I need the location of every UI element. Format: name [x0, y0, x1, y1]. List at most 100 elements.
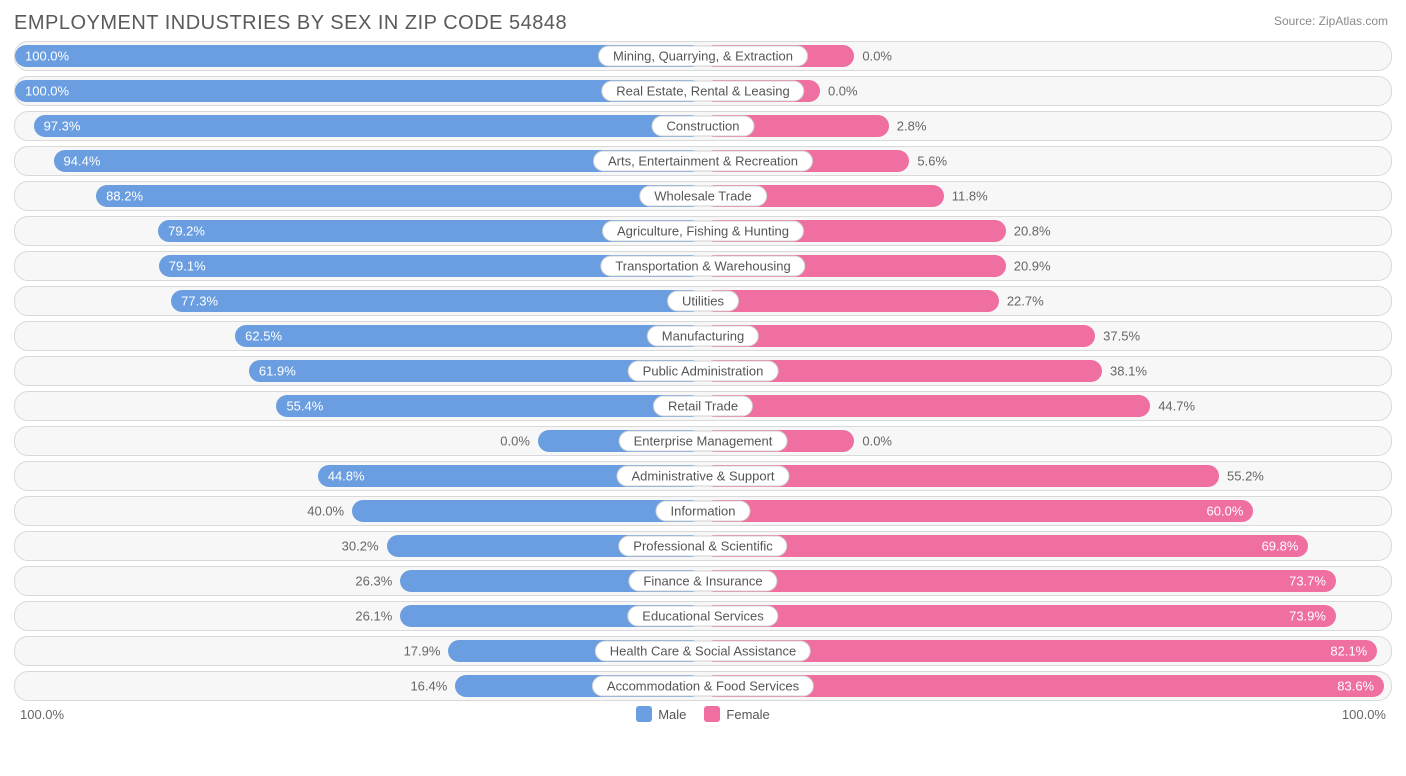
female-bar — [703, 570, 1336, 592]
bar-row: 0.0% 0.0% Enterprise Management — [14, 426, 1392, 456]
bar-row: 44.8% 55.2% Administrative & Support — [14, 461, 1392, 491]
female-bar — [703, 325, 1095, 347]
female-pct-label: 20.8% — [1014, 224, 1051, 239]
chart-title: EMPLOYMENT INDUSTRIES BY SEX IN ZIP CODE… — [14, 12, 1392, 35]
bar-row: 61.9% 38.1% Public Administration — [14, 356, 1392, 386]
female-swatch — [704, 706, 720, 722]
bar-row: 26.1% 73.9% Educational Services — [14, 601, 1392, 631]
male-bar — [15, 80, 703, 102]
bar-row: 30.2% 69.8% Professional & Scientific — [14, 531, 1392, 561]
category-label: Wholesale Trade — [639, 186, 767, 207]
legend-female: Female — [704, 706, 769, 722]
legend-female-label: Female — [726, 707, 769, 722]
female-pct-label: 73.9% — [1289, 609, 1326, 624]
category-label: Construction — [652, 116, 755, 137]
female-pct-label: 83.6% — [1337, 679, 1374, 694]
category-label: Enterprise Management — [619, 431, 788, 452]
category-label: Health Care & Social Assistance — [595, 641, 811, 662]
bar-row: 79.1% 20.9% Transportation & Warehousing — [14, 251, 1392, 281]
category-label: Manufacturing — [647, 326, 759, 347]
female-pct-label: 0.0% — [828, 84, 858, 99]
axis-row: 100.0% Male Female 100.0% — [14, 706, 1392, 722]
male-pct-label: 44.8% — [328, 469, 365, 484]
female-pct-label: 0.0% — [862, 434, 892, 449]
male-pct-label: 88.2% — [106, 189, 143, 204]
female-pct-label: 20.9% — [1014, 259, 1051, 274]
category-label: Administrative & Support — [616, 466, 789, 487]
male-pct-label: 26.3% — [355, 574, 392, 589]
male-pct-label: 97.3% — [44, 119, 81, 134]
female-pct-label: 82.1% — [1330, 644, 1367, 659]
female-pct-label: 73.7% — [1289, 574, 1326, 589]
male-pct-label: 0.0% — [500, 434, 530, 449]
category-label: Educational Services — [627, 606, 778, 627]
male-pct-label: 62.5% — [245, 329, 282, 344]
male-pct-label: 100.0% — [25, 84, 69, 99]
male-bar — [352, 500, 703, 522]
female-bar — [703, 395, 1150, 417]
male-pct-label: 17.9% — [404, 644, 441, 659]
female-pct-label: 0.0% — [862, 49, 892, 64]
female-pct-label: 44.7% — [1158, 399, 1195, 414]
female-bar — [703, 500, 1253, 522]
bar-row: 17.9% 82.1% Health Care & Social Assistanc… — [14, 636, 1392, 666]
male-pct-label: 61.9% — [259, 364, 296, 379]
female-pct-label: 55.2% — [1227, 469, 1264, 484]
male-pct-label: 77.3% — [181, 294, 218, 309]
category-label: Accommodation & Food Services — [592, 676, 814, 697]
category-label: Professional & Scientific — [618, 536, 787, 557]
legend-male: Male — [636, 706, 686, 722]
male-pct-label: 94.4% — [64, 154, 101, 169]
source-attribution: Source: ZipAtlas.com — [1274, 14, 1388, 28]
male-bar — [34, 115, 703, 137]
bar-row: 100.0%0.0%Real Estate, Rental & Leasing — [14, 76, 1392, 106]
female-pct-label: 5.6% — [917, 154, 947, 169]
male-pct-label: 26.1% — [355, 609, 392, 624]
bar-row: 16.4% 83.6% Accommodation & Food Services — [14, 671, 1392, 701]
female-pct-label: 2.8% — [897, 119, 927, 134]
male-pct-label: 16.4% — [410, 679, 447, 694]
male-pct-label: 30.2% — [342, 539, 379, 554]
category-label: Public Administration — [628, 361, 779, 382]
male-bar — [171, 290, 703, 312]
axis-right-label: 100.0% — [1342, 707, 1386, 722]
female-pct-label: 37.5% — [1103, 329, 1140, 344]
bar-row: 55.4% 44.7% Retail Trade — [14, 391, 1392, 421]
male-bar — [235, 325, 703, 347]
male-swatch — [636, 706, 652, 722]
male-pct-label: 100.0% — [25, 49, 69, 64]
category-label: Information — [655, 501, 750, 522]
bar-row: 100.0% 0.0% Mining, Quarrying, & Extractio… — [14, 41, 1392, 71]
category-label: Transportation & Warehousing — [600, 256, 805, 277]
male-bar — [276, 395, 703, 417]
male-pct-label: 79.2% — [168, 224, 205, 239]
female-pct-label: 60.0% — [1207, 504, 1244, 519]
category-label: Arts, Entertainment & Recreation — [593, 151, 813, 172]
male-bar — [96, 185, 703, 207]
female-pct-label: 69.8% — [1262, 539, 1299, 554]
category-label: Retail Trade — [653, 396, 753, 417]
bar-row: 97.3% 2.8% Construction — [14, 111, 1392, 141]
female-pct-label: 38.1% — [1110, 364, 1147, 379]
female-bar — [703, 290, 999, 312]
female-bar — [703, 535, 1308, 557]
bar-row: 62.5% 37.5% Manufacturing — [14, 321, 1392, 351]
female-pct-label: 11.8% — [952, 189, 988, 204]
legend: Male Female — [636, 706, 770, 722]
bar-row: 88.2% 11.8% Wholesale Trade — [14, 181, 1392, 211]
category-label: Mining, Quarrying, & Extraction — [598, 46, 808, 67]
bar-row: 26.3%73.7%Finance & Insurance — [14, 566, 1392, 596]
bar-row: 94.4% 5.6% Arts, Entertainment & Recreatio… — [14, 146, 1392, 176]
female-pct-label: 22.7% — [1007, 294, 1044, 309]
axis-left-label: 100.0% — [20, 707, 64, 722]
male-pct-label: 79.1% — [169, 259, 206, 274]
chart-area: 100.0% 0.0% Mining, Quarrying, & Extractio… — [14, 41, 1392, 701]
legend-male-label: Male — [658, 707, 686, 722]
bar-row: 77.3% 22.7% Utilities — [14, 286, 1392, 316]
category-label: Agriculture, Fishing & Hunting — [602, 221, 804, 242]
female-bar — [703, 605, 1336, 627]
bar-row: 40.0% 60.0% Information — [14, 496, 1392, 526]
male-pct-label: 55.4% — [286, 399, 323, 414]
male-pct-label: 40.0% — [307, 504, 344, 519]
category-label: Utilities — [667, 291, 739, 312]
